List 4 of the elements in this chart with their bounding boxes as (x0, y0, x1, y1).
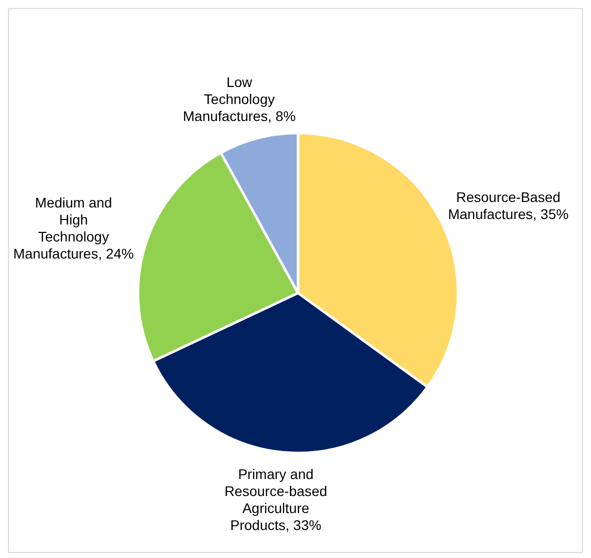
slice-label: Resource-Based Manufactures, 35% (448, 189, 569, 222)
slice-label: Low Technology Manufactures, 8% (182, 74, 296, 124)
slice-label: Primary and Resource-based Agriculture Products, 33% (224, 466, 328, 533)
slice-label: Medium and High Technology Manufactures, 24% (13, 194, 134, 262)
